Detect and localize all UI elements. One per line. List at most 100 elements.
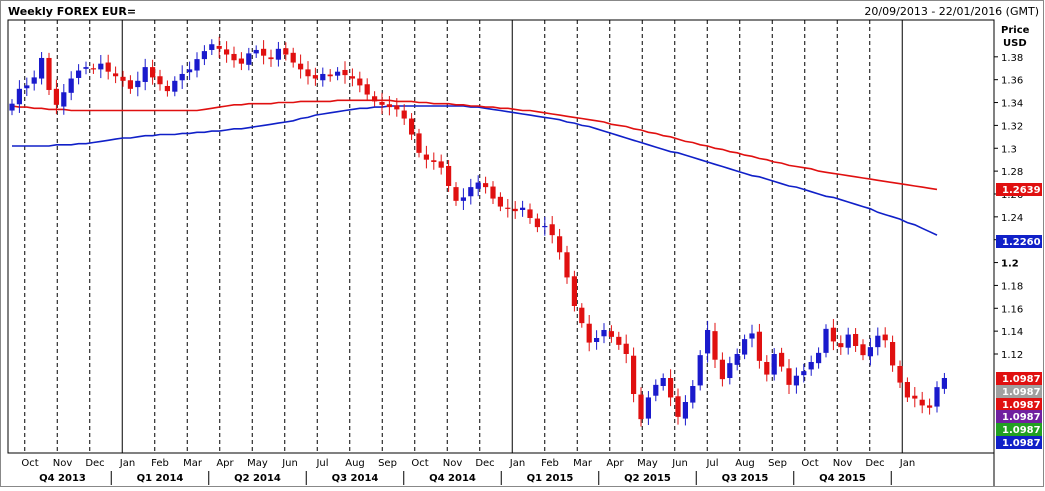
- month-tick-label: Nov: [833, 458, 853, 469]
- candle-body-down: [150, 67, 156, 78]
- candle-body-up: [68, 78, 74, 93]
- quarter-tick-label: Q3 2014: [332, 473, 379, 484]
- candle-body-up: [335, 71, 341, 76]
- candle-body-down: [164, 85, 170, 92]
- y-tick-label: 1.2: [1001, 259, 1019, 270]
- price-tag-box: [996, 235, 1042, 248]
- month-tick-label: Oct: [801, 458, 818, 469]
- month-tick-label: Feb: [151, 458, 169, 469]
- candle-body-down: [505, 207, 511, 209]
- candle-body-up: [705, 329, 711, 354]
- candle-body-up: [734, 354, 740, 365]
- candle-body-up: [187, 69, 193, 73]
- candle-body-up: [941, 378, 947, 389]
- candle-body-up: [697, 355, 703, 386]
- candle-body-down: [349, 76, 355, 79]
- candle-body-up: [934, 387, 940, 407]
- candle-body-down: [904, 382, 910, 398]
- month-tick-label: Jan: [509, 458, 525, 469]
- candle-body-up: [793, 375, 799, 386]
- price-tag-box: [996, 398, 1042, 411]
- candle-body-down: [668, 378, 674, 398]
- candle-body-down: [113, 73, 119, 77]
- month-tick-label: May: [247, 458, 268, 469]
- quarter-tick-label: Q2 2015: [624, 473, 671, 484]
- candle-body-down: [157, 76, 163, 85]
- month-tick-label: Dec: [475, 458, 494, 469]
- price-tag-label: 1.2260: [1002, 237, 1041, 248]
- month-tick-label: Jan: [899, 458, 915, 469]
- candle-body-down: [105, 62, 111, 72]
- candle-body-down: [512, 208, 518, 212]
- candle-body-down: [830, 327, 836, 342]
- candle-body-down: [860, 344, 866, 356]
- price-tag-label: 1.0987: [1002, 412, 1041, 423]
- month-tick-label: Nov: [53, 458, 73, 469]
- candle-body-down: [231, 53, 237, 61]
- month-tick-label: Apr: [606, 458, 624, 469]
- candle-body-up: [275, 48, 281, 60]
- y-tick-label: 1.32: [1001, 121, 1023, 132]
- candle-body-down: [423, 154, 429, 160]
- candle-body-down: [386, 104, 392, 108]
- month-tick-label: Mar: [573, 458, 593, 469]
- month-tick-label: May: [637, 458, 658, 469]
- candle-body-down: [882, 334, 888, 341]
- candle-body-up: [76, 70, 82, 78]
- candle-body-up: [594, 337, 600, 342]
- candle-body-up: [601, 329, 607, 337]
- y-tick-label: 1.34: [1001, 99, 1023, 110]
- candle-body-up: [253, 49, 259, 54]
- candle-body-down: [853, 333, 859, 346]
- month-tick-label: Jul: [315, 458, 328, 469]
- quarter-tick-label: Q1 2014: [137, 473, 184, 484]
- candle-body-down: [579, 307, 585, 324]
- y-tick-label: 1.36: [1001, 76, 1023, 87]
- candle-body-down: [431, 160, 437, 162]
- date-range: 20/09/2013 - 22/01/2016 (GMT): [864, 5, 1039, 18]
- month-tick-label: Jan: [119, 458, 135, 469]
- candle-body-up: [771, 354, 777, 375]
- candle-body-up: [867, 347, 873, 357]
- candle-body-down: [312, 75, 318, 79]
- month-tick-label: Sep: [768, 458, 787, 469]
- y-tick-label: 1.28: [1001, 167, 1023, 178]
- candle-body-down: [557, 236, 563, 253]
- y-tick-label: 1.16: [1001, 304, 1023, 315]
- month-tick-label: Aug: [735, 458, 755, 469]
- price-tag-box: [996, 183, 1042, 196]
- price-tag-label: 1.0987: [1002, 374, 1041, 385]
- moving-average-200: [12, 105, 938, 236]
- candle-body-up: [468, 187, 474, 197]
- candle-body-down: [364, 84, 370, 95]
- price-tag-label: 1.0987: [1002, 400, 1041, 411]
- candle-body-down: [786, 368, 792, 385]
- candle-body-up: [9, 103, 15, 111]
- candle-body-up: [246, 53, 252, 65]
- candle-body-down: [342, 69, 348, 76]
- candle-body-up: [845, 334, 851, 348]
- candle-body-down: [549, 224, 555, 236]
- candle-body-down: [719, 359, 725, 380]
- candle-body-up: [142, 67, 148, 82]
- candle-body-down: [608, 331, 614, 337]
- candle-body-down: [216, 45, 222, 49]
- month-tick-label: Feb: [541, 458, 559, 469]
- candle-body-down: [897, 366, 903, 383]
- candle-body-up: [194, 59, 200, 71]
- candle-body-up: [816, 352, 822, 364]
- candle-body-up: [201, 51, 207, 60]
- candle-body-up: [653, 384, 659, 396]
- candle-body-down: [90, 68, 96, 70]
- y-tick-label: 1.3: [1001, 144, 1017, 155]
- price-tag-box: [996, 436, 1042, 449]
- candle-body-down: [490, 186, 496, 199]
- price-tag-box: [996, 385, 1042, 398]
- candle-body-down: [571, 276, 577, 306]
- quarter-tick-label: Q4 2015: [819, 473, 866, 484]
- candle-body-up: [742, 339, 748, 355]
- month-tick-label: Jun: [281, 458, 298, 469]
- price-tag-box: [996, 410, 1042, 423]
